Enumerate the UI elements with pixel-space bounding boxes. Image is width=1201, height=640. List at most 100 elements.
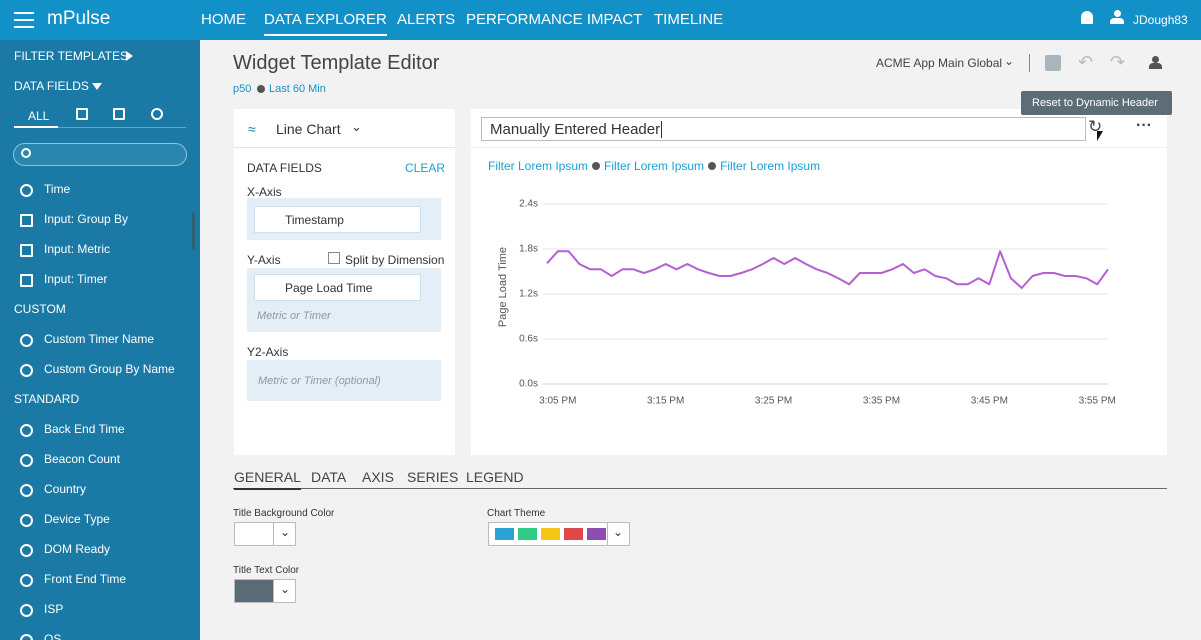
field-icon <box>20 334 33 347</box>
theme-picker[interactable]: ⌄ <box>488 522 630 546</box>
y-axis-label: Page Load Time <box>497 247 509 327</box>
field-icon <box>20 514 33 527</box>
nav-link[interactable]: TIMELINE <box>654 11 724 28</box>
y-tick-label: 0.0s <box>519 379 538 390</box>
field-chip[interactable]: Page Load Time <box>254 274 421 301</box>
nav-link[interactable]: ALERTS <box>397 11 456 28</box>
checkbox-label[interactable]: Split by Dimension <box>345 253 445 267</box>
tab[interactable]: DATA <box>311 469 347 485</box>
widget-panel: Manually Entered Header ↻ ··· <box>471 109 1167 455</box>
dot <box>592 162 601 170</box>
menu-icon[interactable] <box>14 12 34 28</box>
header-text: Manually Entered Header <box>490 121 661 138</box>
tab[interactable]: LEGEND <box>466 469 524 485</box>
field-item[interactable]: Input: Metric <box>44 242 111 256</box>
save-icon[interactable] <box>1045 55 1061 71</box>
clear-button[interactable]: CLEAR <box>405 161 446 175</box>
redo-icon[interactable]: ↷ <box>1110 52 1126 72</box>
filter-link[interactable]: Filter Lorem Ipsum <box>604 159 705 173</box>
user-name[interactable]: JDough83 <box>1133 13 1188 27</box>
field-icon <box>20 214 33 227</box>
dot <box>708 162 717 170</box>
tab-icon[interactable] <box>76 108 88 120</box>
caret <box>126 51 133 61</box>
search-icon <box>21 148 31 158</box>
nav-link[interactable]: DATA EXPLORER <box>264 11 387 36</box>
checkbox[interactable] <box>328 252 340 264</box>
chevron[interactable]: ⌄ <box>1004 54 1015 68</box>
x-tick-label: 3:35 PM <box>863 396 900 407</box>
field-icon <box>20 574 33 587</box>
x-tick-label: 3:45 PM <box>971 396 1008 407</box>
page-title: Widget Template Editor <box>233 52 440 74</box>
nav-link[interactable]: PERFORMANCE IMPACT <box>466 11 643 28</box>
filter-link[interactable]: Filter Lorem Ipsum <box>720 159 821 173</box>
undo-icon[interactable]: ↶ <box>1078 52 1094 72</box>
swatch <box>541 528 560 540</box>
stat[interactable]: p50 <box>233 83 252 95</box>
more-icon[interactable]: ··· <box>1136 117 1152 134</box>
field-item[interactable]: Custom Group By Name <box>44 362 175 376</box>
field-item[interactable]: Front End Time <box>44 572 127 586</box>
nav-link[interactable]: HOME <box>201 11 246 28</box>
tab[interactable]: GENERAL <box>234 469 301 490</box>
filter-tab[interactable]: ALL <box>28 109 50 123</box>
sidebar-heading[interactable]: FILTER TEMPLATES <box>14 49 129 63</box>
swatch <box>235 580 273 602</box>
caret <box>92 83 102 90</box>
y-tick-label: 1.8s <box>519 244 538 255</box>
sidebar-heading[interactable]: DATA FIELDS <box>14 79 89 93</box>
chart-type[interactable]: Line Chart <box>276 121 341 137</box>
x-tick-label: 3:55 PM <box>1079 396 1116 407</box>
axis-label: Y-Axis <box>247 253 281 267</box>
tab[interactable]: SERIES <box>407 469 459 485</box>
axis-label: Y2-Axis <box>247 345 289 359</box>
filter-link[interactable]: Filter Lorem Ipsum <box>488 159 589 173</box>
field-item[interactable]: Device Type <box>44 512 110 526</box>
field-item[interactable]: Input: Timer <box>44 272 108 286</box>
dot <box>257 85 265 93</box>
divider <box>1029 54 1030 72</box>
header-input[interactable]: Manually Entered Header <box>481 117 1086 141</box>
brand: mPulse <box>47 8 111 29</box>
section-heading: STANDARD <box>14 392 80 406</box>
chart: Page Load Time 0.0s 0.6s 1.2s 1.8s 2.4s 3:05 … <box>497 199 1116 407</box>
field-chip[interactable]: Timestamp <box>254 206 421 233</box>
search-box[interactable] <box>13 143 187 166</box>
tab-icon[interactable] <box>113 108 125 120</box>
setting-label: Title Text Color <box>233 565 300 576</box>
field-item[interactable]: ISP <box>44 602 64 616</box>
chart-icon: ≈ <box>248 121 256 137</box>
color-picker[interactable]: ⌄ <box>234 522 296 546</box>
divider <box>234 147 455 148</box>
user-icon[interactable] <box>1110 10 1124 26</box>
field-icon <box>20 424 33 437</box>
y-tick-label: 2.4s <box>519 199 538 210</box>
sidebar: FILTER TEMPLATES DATA FIELDS ALL Time Input:… <box>0 40 200 640</box>
field-item[interactable]: Beacon Count <box>44 452 121 466</box>
setting-label: Chart Theme <box>487 508 546 519</box>
field-icon <box>20 634 33 640</box>
swatch <box>518 528 537 540</box>
chevron[interactable]: ⌄ <box>351 119 362 134</box>
field-item[interactable]: Time <box>44 182 71 196</box>
section-heading: CUSTOM <box>14 302 66 316</box>
bell-icon[interactable] <box>1081 11 1093 24</box>
field-icon <box>20 364 33 377</box>
field-item[interactable]: Input: Group By <box>44 212 129 226</box>
y-tick-label: 1.2s <box>519 289 538 300</box>
app-select[interactable]: ACME App Main Global <box>876 56 1003 70</box>
tab-icon[interactable] <box>151 108 163 120</box>
field-item[interactable]: Country <box>44 482 87 496</box>
filters: Filter Lorem Ipsum Filter Lorem Ipsum Filt… <box>488 159 820 173</box>
range[interactable]: Last 60 Min <box>269 83 326 95</box>
color-picker[interactable]: ⌄ <box>234 579 296 603</box>
field-item[interactable]: DOM Ready <box>44 542 111 556</box>
field-item[interactable]: Custom Timer Name <box>44 332 155 346</box>
swatch <box>587 528 606 540</box>
field-icon <box>20 484 33 497</box>
field-item[interactable]: OS <box>44 632 62 640</box>
add-user-icon[interactable] <box>1146 56 1162 70</box>
tab[interactable]: AXIS <box>362 469 394 485</box>
field-item[interactable]: Back End Time <box>44 422 125 436</box>
